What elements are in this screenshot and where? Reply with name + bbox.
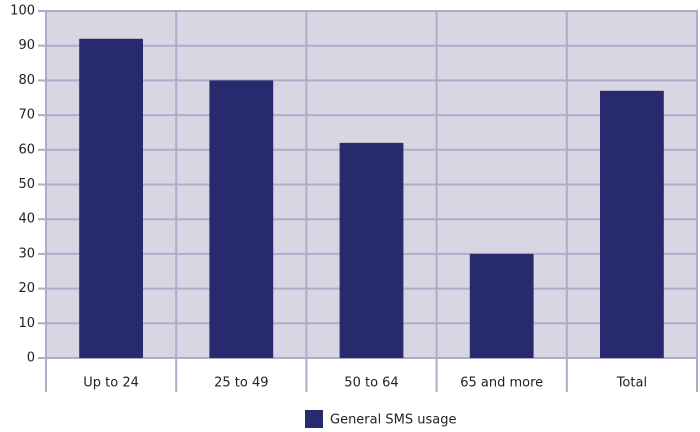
y-tick-label: 40 (18, 212, 35, 227)
x-tick-label: 50 to 64 (344, 376, 398, 391)
bar (79, 38, 143, 358)
x-tick-label: 65 and more (460, 376, 543, 391)
y-tick-label: 10 (18, 316, 35, 331)
bar (600, 90, 664, 358)
x-tick-label: Up to 24 (83, 376, 139, 391)
y-tick-label: 20 (18, 281, 35, 296)
x-tick-label: 25 to 49 (214, 376, 268, 391)
y-tick-label: 30 (18, 246, 35, 261)
bar (469, 253, 534, 358)
legend-label: General SMS usage (330, 413, 456, 428)
y-tick-label: 70 (18, 108, 35, 123)
y-tick-label: 0 (27, 351, 35, 366)
bar (339, 142, 404, 358)
x-tick-label: Total (616, 376, 647, 391)
y-tick-label: 80 (18, 73, 35, 88)
y-tick-label: 60 (18, 142, 35, 157)
y-tick-label: 90 (18, 38, 35, 53)
bar (209, 80, 274, 359)
legend-swatch (305, 410, 323, 428)
y-tick-label: 100 (10, 4, 35, 19)
y-tick-label: 50 (18, 177, 35, 192)
